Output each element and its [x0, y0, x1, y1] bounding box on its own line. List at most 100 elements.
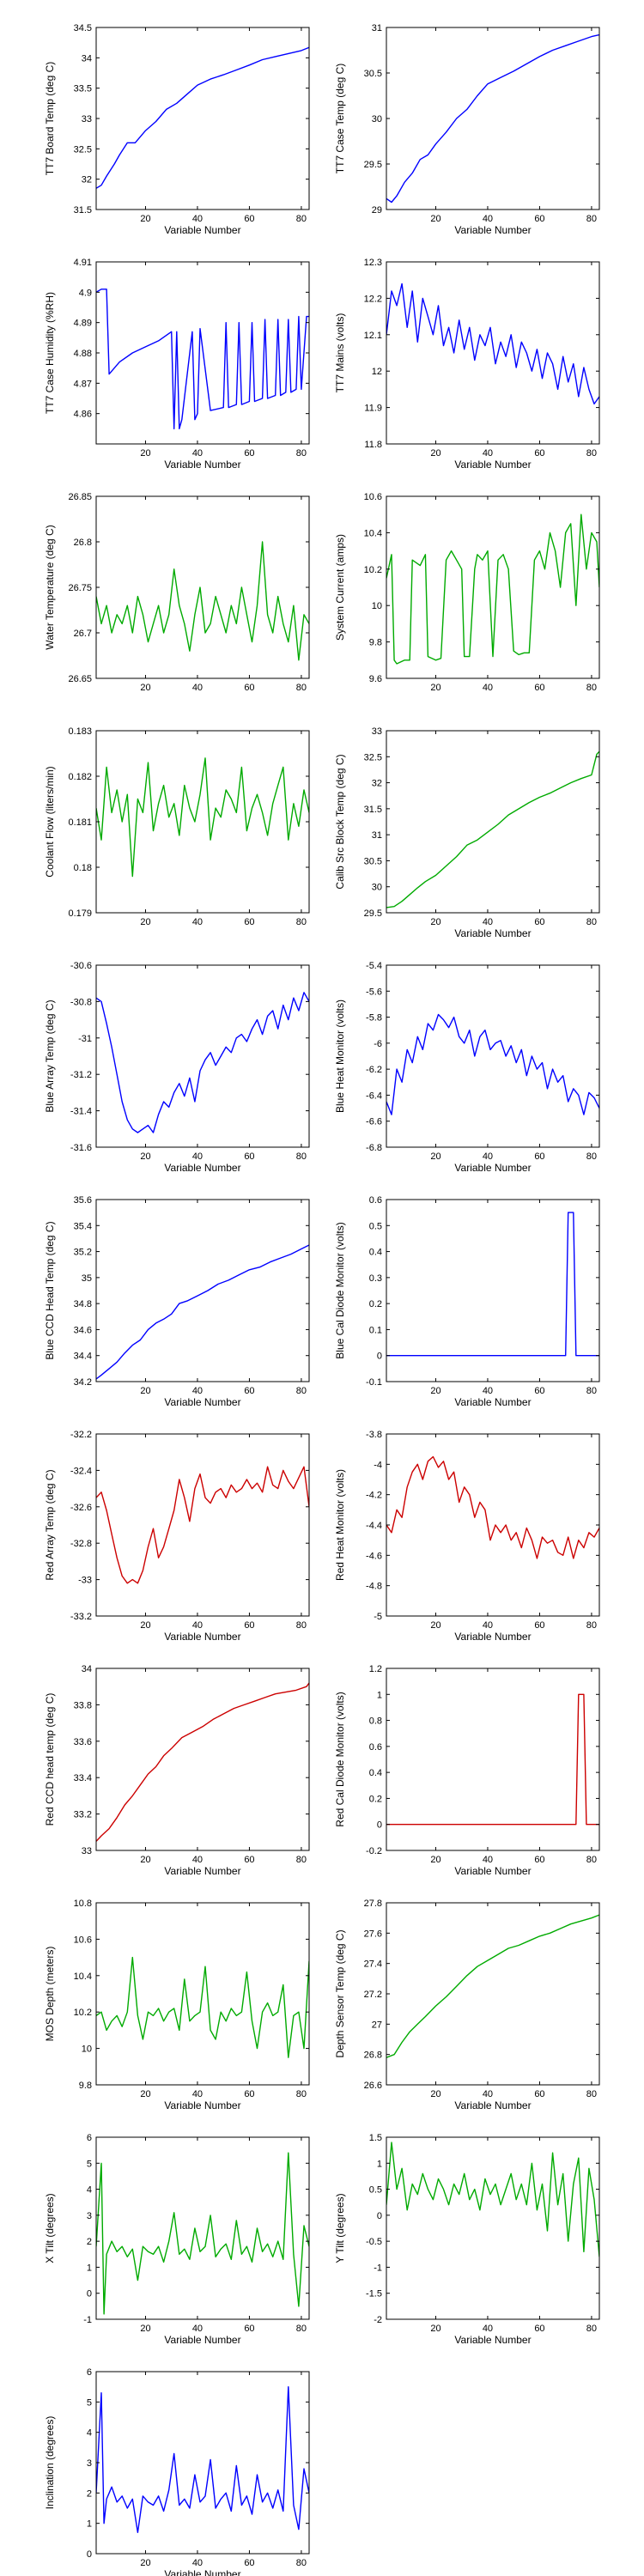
- y-tick-label: -4.4: [366, 1521, 382, 1531]
- y-tick-label: -5.6: [366, 987, 382, 997]
- y-tick-label: 30.5: [364, 856, 382, 866]
- y-tick-label: 4.86: [74, 410, 92, 420]
- y-tick-label: -2: [374, 2315, 382, 2325]
- series-line: [96, 46, 309, 189]
- x-tick-label: 20: [430, 1620, 440, 1631]
- chart-panel-4: 20 40 60 80 11.8 11.9 12 12.1 12.2 12.3 Variable N…: [334, 258, 600, 471]
- x-axis-label: Variable Number: [454, 1631, 531, 1643]
- series-line: [96, 541, 309, 661]
- y-tick-label: 26.75: [68, 583, 92, 593]
- y-axis-label: Blue Cal Diode Monitor (volts): [334, 1222, 346, 1358]
- y-tick-label: 10.6: [364, 492, 382, 502]
- y-tick-label: 29.5: [364, 908, 382, 919]
- x-tick-label: 80: [296, 917, 307, 927]
- x-tick-label: 60: [534, 2324, 544, 2334]
- y-tick-label: 5: [87, 2159, 92, 2169]
- x-tick-label: 80: [586, 1855, 597, 1865]
- axes-box: [95, 1668, 310, 1851]
- y-tick-label: 30: [372, 114, 382, 125]
- x-axis-label: Variable Number: [164, 459, 240, 471]
- x-tick-label: 20: [430, 917, 440, 927]
- y-tick-label: -32.6: [70, 1503, 92, 1513]
- y-tick-label: 0.8: [369, 1716, 382, 1727]
- y-tick-label: 9.8: [369, 638, 382, 648]
- x-tick-label: 40: [192, 214, 203, 224]
- x-tick-label: 40: [483, 448, 493, 459]
- x-tick-label: 40: [483, 683, 493, 693]
- y-tick-label: 26.7: [74, 629, 92, 639]
- y-tick-label: 33.8: [74, 1700, 92, 1710]
- y-tick-label: 0: [377, 1820, 382, 1831]
- chart-panel-21: 20 40 60 80 0 1 2 3 4 5 6 Variable Number Inclinatio…: [44, 2367, 310, 2576]
- y-tick-label: -1: [83, 2315, 92, 2325]
- series-line: [96, 1466, 309, 1584]
- series-line: [386, 1455, 599, 1559]
- x-tick-label: 60: [244, 1620, 254, 1631]
- x-tick-label: 60: [244, 1151, 254, 1162]
- y-axis-label: Y Tilt (degrees): [334, 2193, 346, 2263]
- x-tick-label: 80: [586, 1620, 597, 1631]
- y-tick-label: 1.2: [369, 1664, 382, 1674]
- x-tick-label: 40: [192, 2089, 203, 2099]
- axes-box: [95, 1199, 310, 1382]
- x-tick-label: 40: [192, 1151, 203, 1162]
- y-tick-label: 26.65: [68, 674, 92, 684]
- y-tick-label: 11.9: [364, 404, 382, 414]
- x-tick-label: 60: [534, 1855, 544, 1865]
- chart-panel-13: 20 40 60 80 -33.2 -33 -32.8 -32.6 -32.4 -32.2 Vari…: [44, 1430, 310, 1643]
- y-tick-label: 30: [372, 883, 382, 893]
- y-tick-label: -5: [374, 1612, 382, 1622]
- x-axis-label: Variable Number: [164, 2568, 240, 2576]
- chart-panel-10: 20 40 60 80 -6.8 -6.6 -6.4 -6.2 -6 -5.8 -5.6 -5.4 Va…: [334, 961, 600, 1174]
- chart-panel-9: 20 40 60 80 -31.6 -31.4 -31.2 -31 -30.8 -30.6 Vari…: [44, 961, 310, 1174]
- x-tick-label: 40: [483, 1620, 493, 1631]
- y-tick-label: -33: [78, 1576, 92, 1586]
- chart-panel-8: 20 40 60 80 29.5 30 30.5 31 31.5 32 32.5 33 Variable…: [334, 726, 600, 939]
- series-line: [386, 1212, 599, 1357]
- y-tick-label: 34: [82, 53, 92, 64]
- x-axis-label: Variable Number: [164, 1865, 240, 1877]
- y-tick-label: 6: [87, 2367, 92, 2378]
- x-tick-label: 20: [430, 683, 440, 693]
- y-tick-label: -1: [374, 2263, 382, 2273]
- x-tick-label: 40: [192, 448, 203, 459]
- x-tick-label: 20: [140, 2089, 150, 2099]
- y-axis-label: Red Array Temp (deg C): [44, 1469, 56, 1580]
- y-tick-label: -33.2: [70, 1612, 92, 1622]
- y-tick-label: 3: [87, 2211, 92, 2221]
- x-tick-label: 60: [534, 2089, 544, 2099]
- y-tick-label: 0.2: [369, 1299, 382, 1309]
- y-tick-label: 10: [372, 601, 382, 611]
- x-tick-label: 60: [244, 2324, 254, 2334]
- y-tick-label: 0: [377, 1352, 382, 1362]
- x-axis-label: Variable Number: [454, 224, 531, 236]
- y-tick-label: 0.1: [369, 1325, 382, 1335]
- x-axis-label: Variable Number: [454, 927, 531, 939]
- y-tick-label: 33: [82, 1846, 92, 1856]
- x-tick-label: 60: [244, 448, 254, 459]
- series-line: [96, 757, 309, 878]
- y-axis-label: Inclination (degrees): [44, 2416, 56, 2510]
- chart-panel-3: 20 40 60 80 4.86 4.87 4.88 4.89 4.9 4.91 Variable …: [44, 258, 310, 471]
- x-axis-label: Variable Number: [164, 1162, 240, 1174]
- y-tick-label: -30.6: [70, 961, 92, 971]
- x-tick-label: 40: [483, 2089, 493, 2099]
- y-tick-label: 0: [87, 2289, 92, 2300]
- axes-box: [95, 1902, 310, 2086]
- y-tick-label: 0.181: [68, 817, 92, 828]
- axes-box: [95, 730, 310, 914]
- x-tick-label: 80: [296, 1620, 307, 1631]
- x-tick-label: 40: [192, 917, 203, 927]
- x-tick-label: 80: [296, 683, 307, 693]
- y-tick-label: -4.6: [366, 1551, 382, 1561]
- x-tick-label: 80: [296, 448, 307, 459]
- y-tick-label: 1.5: [369, 2133, 382, 2143]
- x-tick-label: 20: [430, 1151, 440, 1162]
- y-tick-label: 12.3: [364, 258, 382, 268]
- x-tick-label: 80: [296, 1855, 307, 1865]
- x-tick-label: 60: [534, 683, 544, 693]
- y-tick-label: 27.4: [364, 1959, 382, 1970]
- x-tick-label: 20: [430, 214, 440, 224]
- y-tick-label: 34.4: [74, 1352, 92, 1362]
